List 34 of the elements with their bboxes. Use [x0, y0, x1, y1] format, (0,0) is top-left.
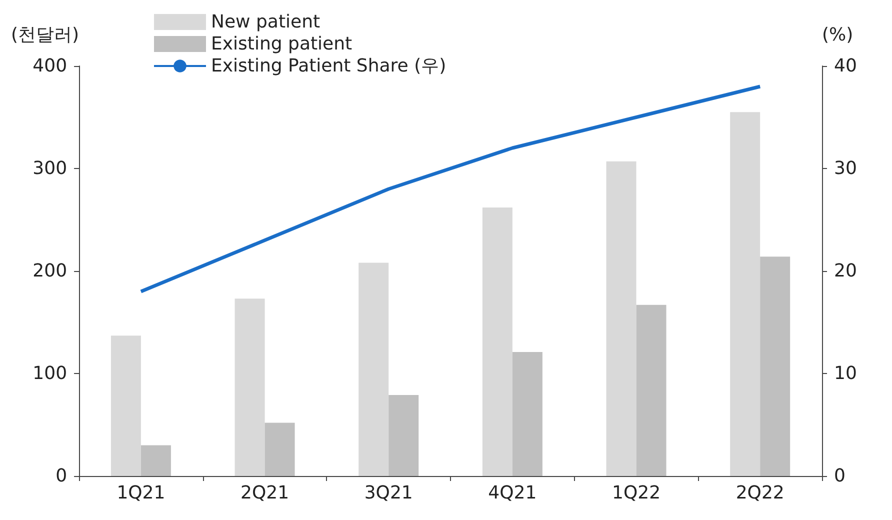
y2-axis-title: (%) [822, 24, 854, 46]
x-tick-label: 4Q21 [488, 482, 537, 504]
x-tick-label: 2Q21 [240, 482, 290, 504]
x-tick-label: 2Q22 [736, 482, 784, 504]
bar [606, 161, 636, 476]
bar [730, 112, 760, 476]
y2-tick-label: 20 [834, 260, 857, 282]
y2-tick-label: 10 [834, 363, 857, 384]
bar [760, 256, 790, 476]
y-tick-label: 100 [32, 363, 68, 384]
legend-label: Existing patient [211, 34, 352, 54]
bar [512, 352, 542, 476]
x-tick-label: 1Q21 [116, 482, 166, 504]
y-axis-title: (천달러) [11, 24, 80, 46]
y-tick-label: 400 [32, 56, 68, 76]
y2-tick-label: 30 [834, 158, 857, 179]
line-series [139, 84, 762, 294]
bar [140, 445, 171, 476]
y2-tick-label: 40 [834, 56, 857, 76]
y-tick-label: 0 [56, 466, 68, 486]
bar [264, 422, 295, 476]
x-tick-label: 1Q22 [612, 482, 661, 504]
y-tick-label: 300 [32, 158, 68, 179]
x-tick-label: 3Q21 [364, 482, 413, 504]
bar [636, 304, 666, 476]
legend-label: Existing Patient Share (우) [211, 56, 446, 76]
y2-tick-label: 0 [834, 466, 846, 486]
bar [234, 298, 265, 476]
bar [110, 336, 141, 476]
bar [358, 262, 389, 476]
y-tick-label: 200 [32, 260, 68, 282]
bar [482, 207, 512, 476]
legend-label: New patient [211, 12, 320, 32]
bar [388, 395, 419, 476]
